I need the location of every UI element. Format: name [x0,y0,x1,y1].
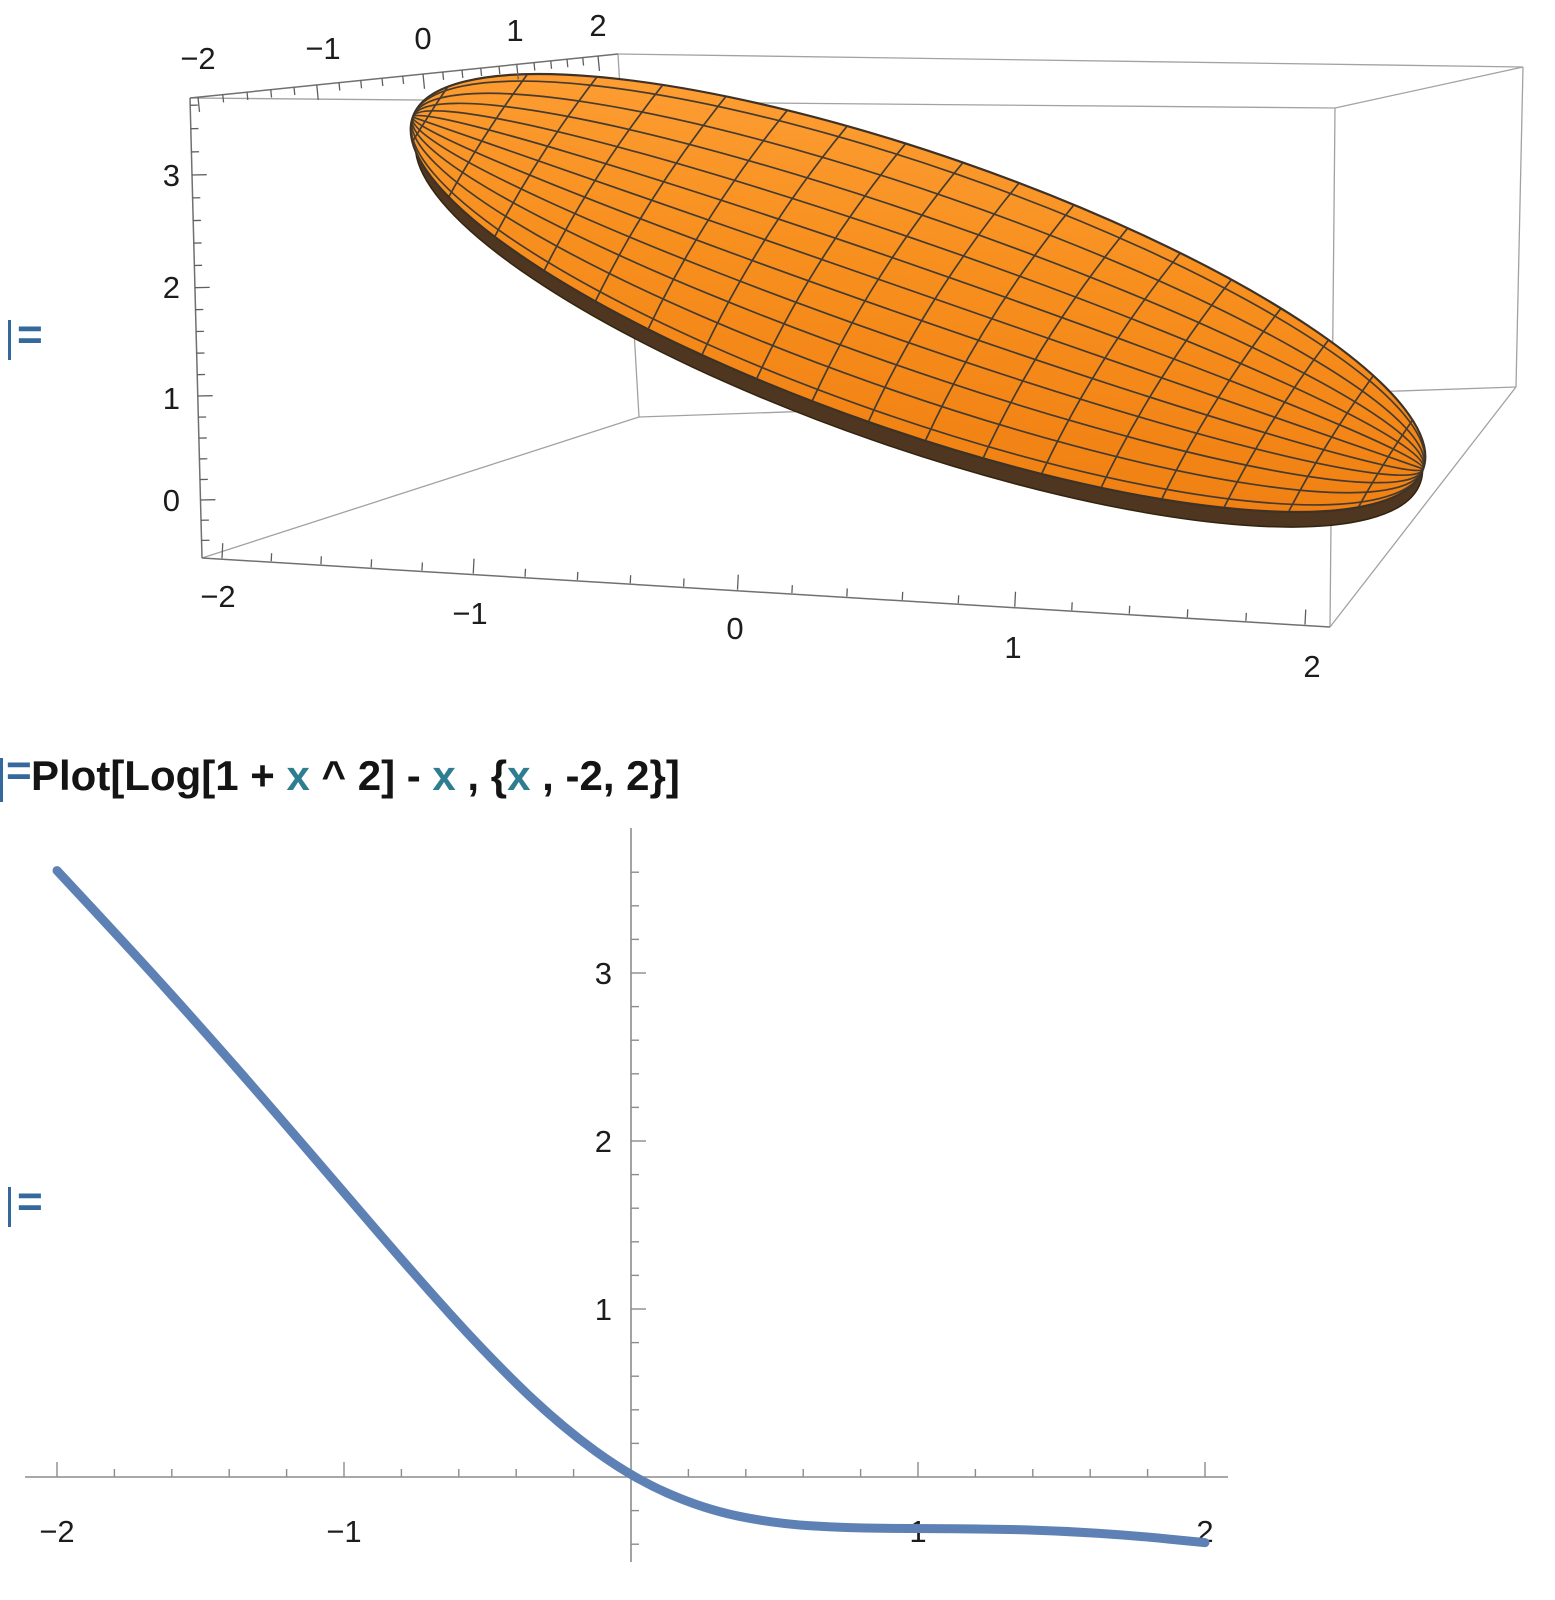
plot3d-bottom-axis-label: 2 [1303,649,1320,684]
plot3d-top-axis-label: −2 [180,41,215,76]
plot3d-bottom-axis-label: 0 [726,611,743,646]
plot2d-graphic[interactable]: 3 2 1 −2 −1 1 2 [0,800,1555,1600]
bracket-bar [8,320,11,360]
out-label-fragment: = [0,310,70,376]
bracket-bar [8,1187,11,1227]
plot3d-bottom-axis-label: 1 [1004,630,1021,665]
plot3d-z-axis-label: 2 [163,270,180,305]
code-text: Plot[Log[1 + [31,752,287,799]
plot3d-bottom-axis-label: −1 [452,596,487,631]
plot3d-top-axis-ticks [197,55,601,112]
equals-mark: = [17,310,43,359]
plot2d-x-axis-label: −1 [326,1514,361,1549]
equals-mark: = [17,1177,43,1226]
plot3d-z-axis-label: 1 [163,381,180,416]
plot3d-top-axis-label: 2 [589,8,606,43]
plot2d-x-axis-label: −2 [39,1514,74,1549]
code-text: , { [455,752,508,799]
plot3d-z-axis-label: 3 [163,158,180,193]
plot3d-top-axis-label: −1 [305,31,340,66]
plot3d-bottom-axis-ticks [221,543,1307,625]
plot3d-z-axis-ticks [189,104,216,542]
code-variable: x [507,752,531,799]
plot2d-axes [25,828,1228,1562]
plot3d-top-axis-label: 1 [506,13,523,48]
plot3d-bottom-axis-label: −2 [200,579,235,614]
in-label-fragment: = [0,746,70,812]
input-cell-code[interactable]: Plot[Log[1 + x ^ 2] - x , {x , -2, 2}] [31,752,680,800]
plot2d-y-axis-ticks [631,871,646,1545]
equals-mark: = [6,746,32,795]
plot2d-y-axis-label: 2 [595,1124,612,1159]
plot3d-z-axis-label: 0 [163,483,180,518]
code-text: , -2, 2}] [530,752,680,799]
plot2d-y-axis-label: 3 [595,956,612,991]
code-variable: x [432,752,456,799]
bracket-bar [0,758,3,802]
out-label-fragment: = [0,1177,70,1243]
plot2d-x-axis-ticks [56,1462,1206,1477]
plot2d-y-axis-label: 1 [595,1292,612,1327]
code-variable: x [286,752,310,799]
plot3d-top-axis-label: 0 [414,21,431,56]
plot3d-graphic[interactable]: −2 −1 0 1 2 3 2 1 0 −2 −1 0 1 2 [0,0,1555,700]
function-curve [52,866,1210,1548]
code-text: ^ 2] - [309,752,433,799]
